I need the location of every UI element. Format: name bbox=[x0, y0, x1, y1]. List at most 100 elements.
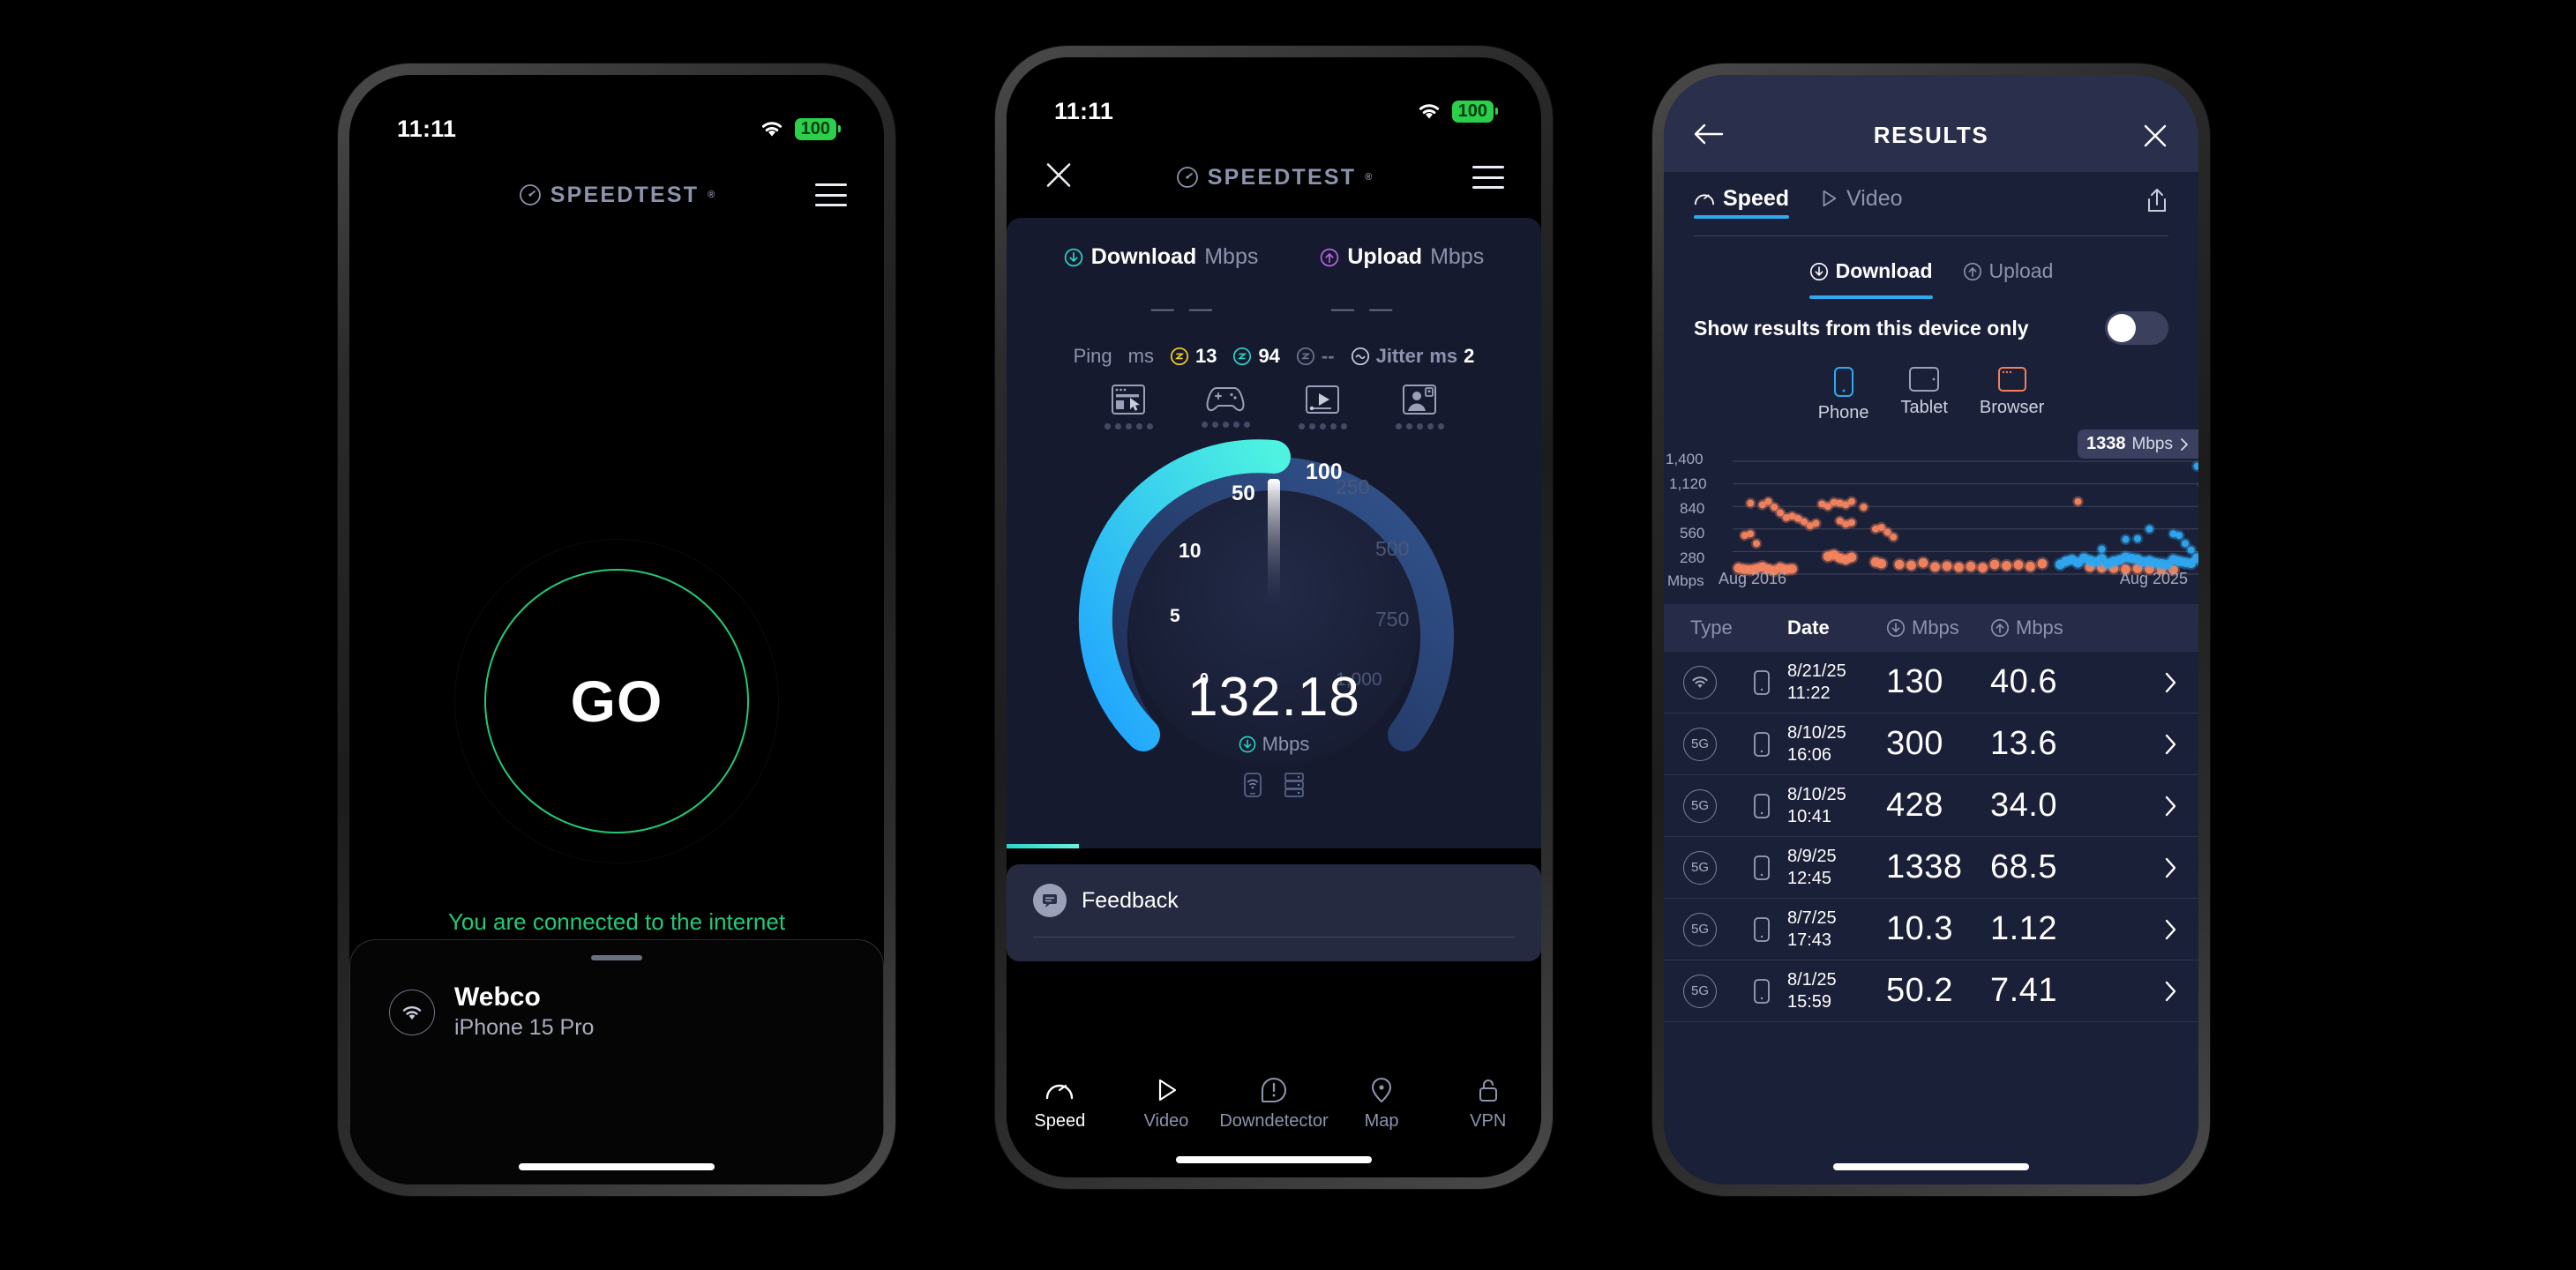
app-bar: SPEEDTEST ® bbox=[1007, 138, 1541, 216]
browser-icon bbox=[1997, 367, 2026, 392]
table-row[interactable]: 5G 8/1/25 15:59 50.2 7.41 bbox=[1664, 960, 2198, 1022]
download-icon bbox=[1809, 262, 1828, 280]
ping-label: Ping bbox=[1073, 345, 1112, 367]
status-time: 11:11 bbox=[1054, 97, 1114, 124]
feedback-card[interactable]: Feedback bbox=[1007, 864, 1541, 961]
th-download[interactable]: Mbps bbox=[1886, 616, 1990, 639]
chevron-right-icon bbox=[2165, 796, 2176, 816]
table-row[interactable]: 8/21/25 11:22 130 40.6 bbox=[1664, 652, 2198, 713]
row-date: 8/9/25 bbox=[1787, 847, 1837, 867]
th-type[interactable]: Type bbox=[1690, 616, 1733, 639]
go-button-area: GO bbox=[454, 539, 779, 863]
upload-icon bbox=[1321, 248, 1339, 266]
table-row[interactable]: 5G 8/10/25 16:06 300 13.6 bbox=[1664, 713, 2198, 775]
phone-icon bbox=[1833, 367, 1853, 397]
device-name: iPhone 15 Pro bbox=[454, 1014, 595, 1040]
row-upload: 7.41 bbox=[1990, 972, 2057, 1009]
speedometer-icon bbox=[1694, 194, 1714, 205]
table-row[interactable]: 5G 8/10/25 10:41 428 34.0 bbox=[1664, 775, 2198, 837]
results-table-header: Type Date Mbps bbox=[1664, 604, 2198, 652]
gauge-tick-100: 100 bbox=[1306, 459, 1343, 484]
tab-download[interactable]: Download bbox=[1808, 250, 1933, 299]
server-icon bbox=[1284, 773, 1304, 797]
page-title: RESULTS bbox=[1873, 121, 1989, 148]
wifi-icon bbox=[389, 989, 435, 1035]
home-indicator bbox=[1176, 1156, 1372, 1163]
tab-map[interactable]: Map bbox=[1329, 1077, 1435, 1132]
th-upload[interactable]: Mbps bbox=[1990, 616, 2094, 639]
row-chevron[interactable] bbox=[2094, 671, 2198, 694]
tab-label: Speed bbox=[1034, 1111, 1086, 1131]
y-tick-1400: 1,400 bbox=[1666, 451, 1704, 467]
speedometer-icon bbox=[1046, 1084, 1074, 1100]
jitter-group: Jitter ms 2 bbox=[1351, 345, 1474, 368]
activity-icons-row bbox=[1007, 384, 1541, 430]
upload-icon bbox=[1991, 619, 2009, 637]
device-wifi-icon bbox=[1244, 773, 1262, 797]
back-button[interactable] bbox=[1694, 123, 1724, 150]
tab-speed[interactable]: Speed bbox=[1694, 186, 1790, 219]
close-button[interactable] bbox=[2142, 123, 2168, 153]
row-download: 130 bbox=[1886, 663, 1943, 700]
download-unit: Mbps bbox=[1204, 244, 1259, 269]
status-bar: 11:11 100 bbox=[1007, 57, 1541, 138]
row-type-cell: 5G bbox=[1664, 727, 1736, 761]
row-chevron[interactable] bbox=[2094, 856, 2198, 879]
latency-idle-icon bbox=[1170, 347, 1189, 366]
share-button[interactable] bbox=[2145, 187, 2168, 218]
connection-sheet[interactable]: Webco iPhone 15 Pro bbox=[349, 939, 884, 1184]
table-row[interactable]: 5G 8/7/25 17:43 10.3 1.12 bbox=[1664, 899, 2198, 960]
go-button[interactable]: GO bbox=[484, 569, 749, 833]
toggle-knob bbox=[2108, 314, 2136, 342]
row-date-cell: 8/21/25 11:22 bbox=[1787, 661, 1886, 704]
connection-message: You are connected to the internet bbox=[447, 908, 786, 935]
alert-icon bbox=[1261, 1077, 1287, 1103]
peak-value-pill[interactable]: 1338 Mbps bbox=[2078, 430, 2198, 459]
phone-icon bbox=[1754, 731, 1770, 757]
gauge-tick-50: 50 bbox=[1232, 482, 1255, 505]
upload-unit: Mbps bbox=[1430, 244, 1485, 269]
scatter-plot-svg bbox=[1732, 460, 2198, 578]
y-tick-560: 560 bbox=[1680, 525, 1705, 542]
tab-video[interactable]: Video bbox=[1113, 1077, 1220, 1132]
gauge-tick-750: 750 bbox=[1375, 608, 1410, 631]
row-upload: 40.6 bbox=[1990, 663, 2057, 700]
upload-label: Upload bbox=[1347, 244, 1423, 269]
connection-type-badge: 5G bbox=[1683, 912, 1717, 946]
download-icon bbox=[1887, 619, 1905, 637]
chip-tablet[interactable]: Tablet bbox=[1901, 366, 1948, 423]
download-header: Download Mbps bbox=[1064, 244, 1259, 270]
row-chevron[interactable] bbox=[2094, 918, 2198, 941]
videocall-icon bbox=[1403, 385, 1436, 415]
connection-type-badge: 5G bbox=[1683, 850, 1717, 885]
table-row[interactable]: 5G 8/9/25 12:45 1338 68.5 bbox=[1664, 837, 2198, 899]
tab-video[interactable]: Video bbox=[1819, 186, 1903, 219]
row-type-cell bbox=[1664, 665, 1736, 699]
device-filter-toggle[interactable] bbox=[2105, 311, 2168, 345]
tab-speed[interactable]: Speed bbox=[1007, 1077, 1113, 1132]
speedtest-logo: SPEEDTEST ® bbox=[519, 183, 715, 208]
close-button[interactable] bbox=[1044, 161, 1074, 195]
row-type-cell: 5G bbox=[1664, 850, 1736, 885]
chip-phone[interactable]: Phone bbox=[1818, 366, 1869, 423]
wifi-icon bbox=[1419, 104, 1439, 119]
device-filter-row: Show results from this device only bbox=[1694, 311, 2168, 345]
menu-button[interactable] bbox=[815, 183, 847, 206]
tab-upload[interactable]: Upload bbox=[1963, 250, 2053, 299]
menu-button[interactable] bbox=[1472, 166, 1504, 189]
go-halo-ring bbox=[454, 539, 779, 863]
speedtest-logo: SPEEDTEST ® bbox=[1176, 165, 1372, 190]
row-device-cell bbox=[1736, 669, 1787, 696]
row-type-cell: 5G bbox=[1664, 974, 1736, 1008]
tab-vpn[interactable]: VPN bbox=[1434, 1077, 1541, 1132]
tab-downdetector[interactable]: Downdetector bbox=[1219, 1077, 1329, 1132]
row-chevron[interactable] bbox=[2094, 733, 2198, 756]
row-chevron[interactable] bbox=[2094, 795, 2198, 818]
bottom-tab-bar: Speed Video Downdete bbox=[1007, 1077, 1541, 1132]
th-date[interactable]: Date bbox=[1787, 616, 1830, 639]
row-chevron[interactable] bbox=[2094, 980, 2198, 1003]
wifi-icon bbox=[1692, 676, 1708, 688]
row-download: 428 bbox=[1886, 787, 1943, 824]
chip-browser[interactable]: Browser bbox=[1980, 366, 2044, 423]
sheet-drag-handle[interactable] bbox=[591, 955, 642, 960]
